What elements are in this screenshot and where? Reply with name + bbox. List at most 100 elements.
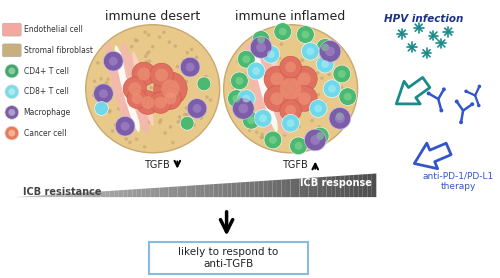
- Ellipse shape: [224, 25, 358, 153]
- Circle shape: [147, 33, 150, 37]
- Circle shape: [250, 36, 272, 58]
- Circle shape: [190, 48, 194, 51]
- Polygon shape: [236, 182, 240, 197]
- Polygon shape: [92, 192, 96, 197]
- Circle shape: [278, 56, 281, 60]
- Circle shape: [239, 75, 243, 79]
- Circle shape: [102, 107, 106, 111]
- Ellipse shape: [252, 45, 278, 132]
- Polygon shape: [56, 194, 60, 197]
- Circle shape: [236, 77, 244, 85]
- Polygon shape: [222, 183, 227, 197]
- Polygon shape: [132, 189, 137, 197]
- Polygon shape: [214, 184, 218, 197]
- Circle shape: [142, 96, 154, 109]
- Circle shape: [256, 43, 266, 52]
- Circle shape: [232, 85, 235, 89]
- Circle shape: [298, 92, 301, 95]
- Circle shape: [322, 58, 326, 62]
- Circle shape: [150, 86, 153, 90]
- Circle shape: [324, 105, 328, 109]
- Polygon shape: [24, 196, 28, 197]
- Circle shape: [130, 90, 134, 93]
- Circle shape: [135, 137, 138, 141]
- Polygon shape: [286, 179, 290, 197]
- Circle shape: [176, 120, 180, 124]
- Polygon shape: [150, 188, 155, 197]
- Circle shape: [144, 60, 148, 64]
- Circle shape: [284, 69, 287, 73]
- Circle shape: [298, 125, 301, 128]
- Polygon shape: [290, 179, 295, 197]
- Circle shape: [459, 120, 463, 124]
- Circle shape: [252, 31, 270, 48]
- Polygon shape: [182, 186, 186, 197]
- Circle shape: [244, 53, 248, 57]
- Circle shape: [300, 99, 303, 102]
- Circle shape: [144, 55, 148, 58]
- Polygon shape: [300, 178, 304, 197]
- Circle shape: [290, 61, 294, 64]
- Circle shape: [142, 102, 146, 106]
- Polygon shape: [100, 191, 105, 197]
- Circle shape: [252, 67, 260, 75]
- Circle shape: [260, 133, 264, 136]
- Circle shape: [161, 80, 180, 98]
- Circle shape: [259, 89, 262, 92]
- Circle shape: [285, 62, 296, 73]
- Circle shape: [138, 68, 150, 81]
- Circle shape: [147, 50, 150, 54]
- Circle shape: [289, 126, 292, 130]
- Circle shape: [144, 30, 147, 34]
- Circle shape: [269, 136, 277, 144]
- Polygon shape: [142, 188, 146, 197]
- Circle shape: [426, 91, 430, 95]
- Circle shape: [290, 95, 293, 98]
- Circle shape: [325, 46, 335, 56]
- Text: TGFB: TGFB: [282, 160, 308, 170]
- Circle shape: [99, 89, 108, 98]
- Polygon shape: [105, 191, 110, 197]
- Circle shape: [304, 95, 308, 99]
- Circle shape: [248, 116, 255, 124]
- Polygon shape: [137, 189, 141, 197]
- Circle shape: [161, 69, 164, 73]
- Polygon shape: [118, 190, 123, 197]
- Circle shape: [5, 85, 18, 99]
- Polygon shape: [146, 188, 150, 197]
- Circle shape: [120, 122, 130, 131]
- Circle shape: [8, 68, 16, 75]
- Circle shape: [283, 113, 286, 116]
- Circle shape: [442, 87, 446, 91]
- Circle shape: [128, 140, 132, 144]
- FancyBboxPatch shape: [2, 23, 21, 36]
- Circle shape: [331, 108, 348, 125]
- Circle shape: [155, 68, 168, 81]
- Circle shape: [209, 98, 212, 102]
- Circle shape: [195, 56, 198, 59]
- Circle shape: [262, 93, 266, 97]
- Circle shape: [185, 80, 188, 83]
- Circle shape: [302, 43, 319, 60]
- Circle shape: [96, 61, 100, 65]
- Circle shape: [260, 69, 264, 73]
- Polygon shape: [308, 178, 313, 197]
- Circle shape: [262, 136, 265, 139]
- Circle shape: [117, 107, 120, 111]
- Circle shape: [258, 107, 262, 111]
- Circle shape: [105, 84, 108, 88]
- Circle shape: [328, 68, 331, 71]
- Circle shape: [94, 86, 98, 90]
- Polygon shape: [110, 191, 114, 197]
- Circle shape: [242, 111, 260, 129]
- Circle shape: [108, 110, 112, 114]
- Circle shape: [326, 58, 330, 62]
- Polygon shape: [227, 183, 232, 197]
- Circle shape: [292, 67, 296, 71]
- Circle shape: [300, 142, 304, 146]
- Circle shape: [102, 97, 105, 101]
- Polygon shape: [60, 194, 64, 197]
- Ellipse shape: [122, 42, 149, 135]
- Circle shape: [332, 46, 336, 50]
- Ellipse shape: [132, 52, 154, 126]
